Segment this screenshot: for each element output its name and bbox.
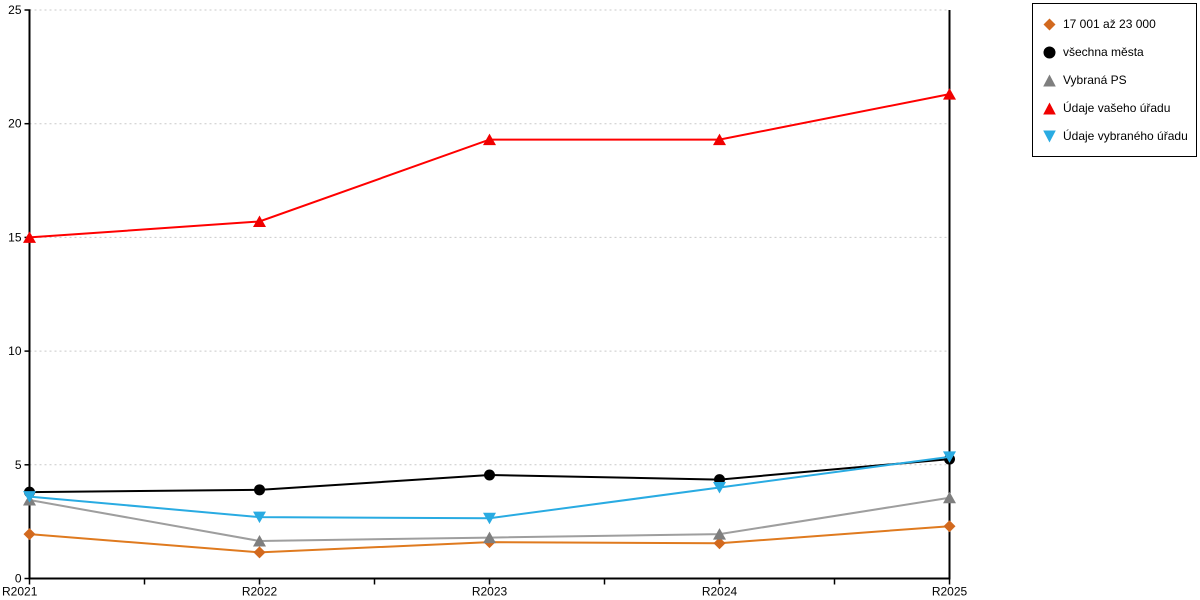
data-point <box>713 537 726 550</box>
diamond-marker-icon <box>1043 18 1056 31</box>
data-point <box>484 469 495 481</box>
legend-item-udaje-vaseho-uradu: Údaje vašeho úřadu <box>1043 94 1192 122</box>
data-point <box>253 511 266 524</box>
series-2 <box>23 491 956 547</box>
legend-label: 17 001 až 23 000 <box>1063 17 1156 31</box>
y-tick-label: 25 <box>8 3 22 17</box>
chart-legend: 17 001 až 23 000 všechna města Vybraná P… <box>1032 3 1197 157</box>
data-point <box>483 531 496 544</box>
x-tick-label: R2023 <box>472 585 508 599</box>
data-point <box>943 491 956 504</box>
series-4 <box>23 451 956 525</box>
data-point <box>23 528 36 541</box>
x-tick-label: R2024 <box>702 585 738 599</box>
data-point <box>943 451 956 463</box>
y-tick-label: 20 <box>8 117 22 131</box>
data-point <box>943 88 956 100</box>
data-point <box>253 546 266 559</box>
triangle-up-marker-icon <box>1043 74 1056 87</box>
series-line <box>29 93 950 239</box>
y-tick-label: 10 <box>8 344 22 358</box>
data-point <box>253 215 266 227</box>
axes <box>28 10 951 580</box>
gridlines <box>29 9 950 466</box>
data-point <box>23 231 36 243</box>
data-point <box>943 520 956 533</box>
data-point <box>483 512 496 525</box>
triangle-up-marker-icon <box>1043 102 1056 115</box>
y-tick-label: 5 <box>15 458 22 472</box>
x-tick-label: R2021 <box>2 585 38 599</box>
data-point <box>253 534 266 547</box>
y-tick-label: 15 <box>8 230 22 244</box>
legend-label: všechna města <box>1063 45 1144 59</box>
series-3 <box>23 88 956 243</box>
data-point <box>483 133 496 146</box>
x-tick-label: R2022 <box>242 585 278 599</box>
legend-item-vybrana-ps: Vybraná PS <box>1043 66 1192 94</box>
y-tick-label: 0 <box>15 572 22 586</box>
legend-item-17001-az-23000: 17 001 až 23 000 <box>1043 10 1192 38</box>
series-line <box>29 455 950 520</box>
data-point <box>23 491 36 503</box>
data-point <box>713 133 726 146</box>
triangle-down-marker-icon <box>1043 130 1056 143</box>
legend-label: Údaje vybraného úřadu <box>1063 129 1188 143</box>
circle-marker-icon <box>1043 46 1056 59</box>
legend-item-vsechna-mesta: všechna města <box>1043 38 1192 66</box>
legend-label: Údaje vašeho úřadu <box>1063 101 1171 115</box>
data-point <box>254 484 265 496</box>
data-point <box>713 482 726 494</box>
legend-item-udaje-vybraneho-uradu: Údaje vybraného úřadu <box>1043 122 1192 150</box>
x-tick-label: R2025 <box>932 585 968 599</box>
x-axis-ticks: R2021 R2022 R2023 R2024 R2025 <box>2 578 968 599</box>
data-point <box>713 528 726 540</box>
legend-label: Vybraná PS <box>1063 73 1127 87</box>
